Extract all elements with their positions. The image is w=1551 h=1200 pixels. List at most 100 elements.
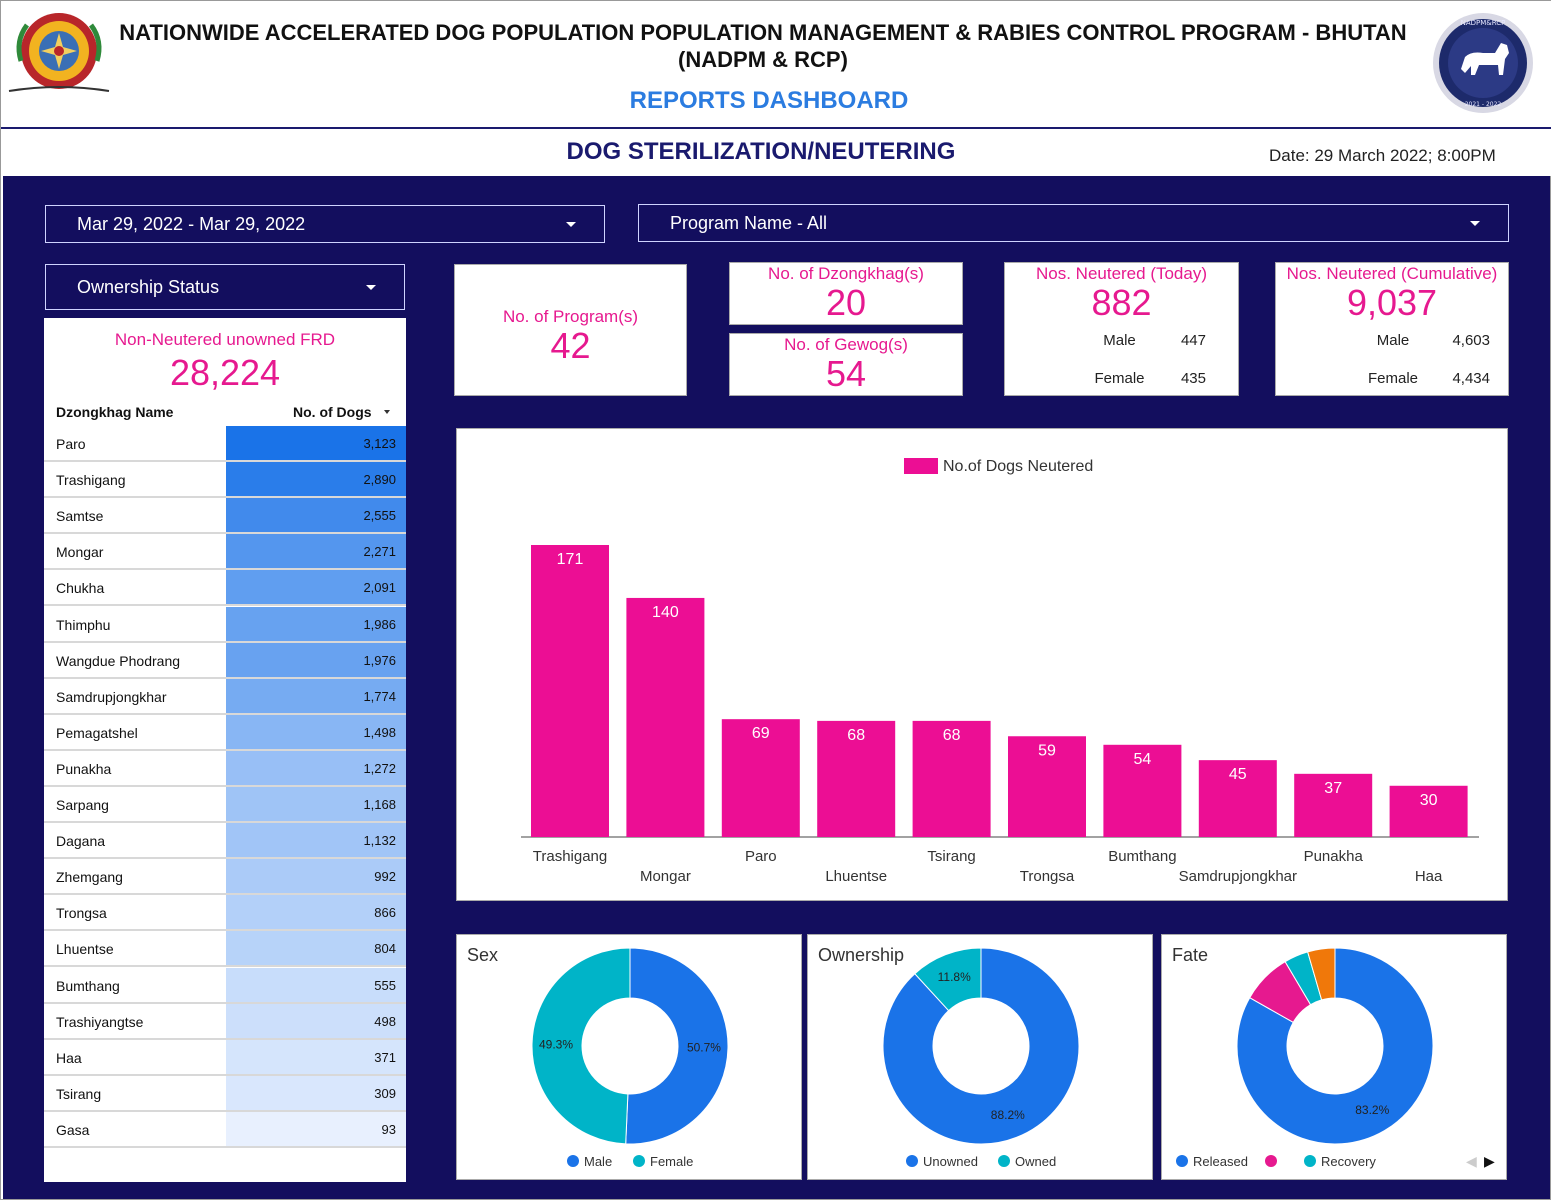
today-female-label: Female [1094, 370, 1145, 387]
pie-slice[interactable] [531, 947, 631, 1145]
table-row[interactable]: Trashiyangtse 498 [44, 1003, 406, 1040]
bar[interactable] [531, 545, 609, 837]
category-label: Samdrupjongkhar [1179, 868, 1297, 885]
table-row[interactable]: Zhemgang 992 [44, 859, 406, 896]
legend-next-icon[interactable]: ▶ [1484, 1153, 1495, 1169]
program-name-dropdown[interactable]: Program Name - All [638, 204, 1509, 242]
header-divider [1, 127, 1551, 129]
legend-dot [633, 1155, 645, 1167]
neutered-today-label: Nos. Neutered (Today) [1035, 264, 1208, 283]
caret-down-icon [366, 285, 376, 290]
ownership-status-value: Ownership Status [77, 277, 220, 297]
dzongkhag-name: Wangdue Phodrang [56, 652, 181, 669]
bar[interactable] [817, 720, 896, 837]
dog-count: 1,132 [363, 833, 396, 849]
table-row[interactable]: Dagana 1,132 [44, 823, 406, 860]
gewogs-card: No. of Gewog(s) 54 [729, 333, 963, 396]
neutered-today-value: 882 [1091, 282, 1152, 323]
dzongkhag-name: Paro [56, 436, 86, 452]
category-label: Punakha [1304, 848, 1364, 865]
date-range-dropdown[interactable]: Mar 29, 2022 - Mar 29, 2022 [45, 205, 605, 243]
bar[interactable] [721, 719, 800, 837]
heat-cell: 3,123 [226, 426, 406, 460]
legend-label: Recovery [1321, 1154, 1376, 1169]
dog-count: 1,774 [363, 688, 396, 704]
table-row[interactable]: Thimphu 1,986 [44, 606, 406, 643]
table-row[interactable]: Mongar 2,271 [44, 534, 406, 571]
bar-value-label: 54 [1134, 751, 1152, 768]
table-row[interactable]: Trashigang 2,890 [44, 462, 406, 499]
today-female-row: Female 435 [1033, 370, 1206, 387]
pie-pct-label: 11.8% [938, 970, 971, 984]
table-row[interactable]: Lhuentse 804 [44, 931, 406, 968]
ownership-pie-card: Ownership 88.2% 11.8% Unowned Owned [807, 934, 1153, 1180]
sex-pie-svg: 50.7% 49.3% Male Female [531, 947, 729, 1169]
legend-label: Female [650, 1154, 693, 1169]
legend-dot [567, 1155, 579, 1167]
table-row[interactable]: Tsirang 309 [44, 1075, 406, 1112]
table-label: Non-Neutered unowned FRD [114, 330, 336, 349]
dzongkhags-value: 20 [825, 282, 867, 323]
sort-desc-icon[interactable] [384, 410, 390, 414]
column-header-name[interactable]: Dzongkhag Name [56, 404, 174, 420]
pie-slice[interactable] [1307, 947, 1336, 1001]
legend-prev-icon[interactable]: ◀ [1466, 1153, 1477, 1169]
heat-cell: 866 [226, 895, 406, 930]
cumulative-male-value: 4,603 [1452, 332, 1490, 349]
bar[interactable] [912, 720, 991, 837]
bar[interactable] [626, 597, 705, 837]
bar[interactable] [1389, 785, 1468, 837]
category-label: Trongsa [1020, 868, 1075, 885]
table-row[interactable]: Wangdue Phodrang 1,976 [44, 642, 406, 679]
fate-pie-title: Fate [1172, 945, 1209, 965]
today-female-value: 435 [1180, 370, 1206, 387]
table-row[interactable]: Chukha 2,091 [44, 570, 406, 607]
bar[interactable] [1103, 744, 1182, 837]
ownership-status-dropdown[interactable]: Ownership Status [45, 264, 405, 310]
gewogs-value: 54 [825, 353, 867, 394]
pie-slice[interactable] [625, 947, 729, 1145]
caret-down-icon [566, 222, 576, 227]
badge-bottom-text: 2021 - 2022 [1465, 101, 1502, 108]
category-label: Bumthang [1108, 848, 1176, 865]
heat-cell: 1,498 [226, 714, 406, 749]
program-title: NATIONWIDE ACCELERATED DOG POPULATION PO… [119, 20, 1407, 45]
fate-pie-card: Fate 83.2% Released Recovery ◀ ▶ [1161, 934, 1507, 1180]
table-row[interactable]: Samtse 2,555 [44, 498, 406, 535]
table-row[interactable]: Haa 371 [44, 1039, 406, 1076]
table-row[interactable]: Sarpang 1,168 [44, 787, 406, 823]
table-row[interactable]: Pemagatshel 1,498 [44, 714, 406, 751]
table-row[interactable]: Samdrupjongkhar 1,774 [44, 678, 406, 715]
fate-pie-svg: 83.2% Released Recovery [1176, 947, 1434, 1169]
bar[interactable] [1294, 773, 1373, 837]
table-row[interactable]: Punakha 1,272 [44, 750, 406, 787]
bar[interactable] [1008, 736, 1086, 837]
heat-cell: 804 [226, 931, 406, 966]
heat-cell: 2,890 [226, 462, 406, 497]
table-row[interactable]: Gasa 93 [44, 1111, 406, 1148]
dzongkhag-name: Samdrupjongkhar [56, 688, 167, 705]
dzongkhag-table: Non-Neutered unowned FRD 28,224 Dzongkha… [44, 318, 406, 1182]
dzongkhags-label: No. of Dzongkhag(s) [768, 264, 924, 283]
column-header-value[interactable]: No. of Dogs [293, 404, 372, 420]
dog-count: 1,498 [363, 724, 396, 740]
bar-value-label: 68 [847, 727, 865, 744]
heat-cell: 1,132 [226, 823, 406, 858]
dzongkhags-card: No. of Dzongkhag(s) 20 [729, 262, 963, 325]
heat-cell: 371 [226, 1039, 406, 1074]
pie-slice[interactable] [914, 947, 982, 1012]
table-row[interactable]: Bumthang 555 [44, 967, 406, 1004]
table-row[interactable]: Trongsa 866 [44, 895, 406, 932]
dog-badge-icon: NADPM&RCP 2021 - 2022 [1433, 13, 1533, 113]
pie-slice[interactable] [882, 947, 1080, 1145]
sex-pie-card: Sex 50.7% 49.3% Male Female [456, 934, 802, 1180]
bar[interactable] [1198, 760, 1277, 837]
dzongkhag-name: Punakha [56, 760, 112, 777]
cumulative-female-value: 4,434 [1452, 370, 1490, 387]
neutered-today-card: Nos. Neutered (Today) 882 Male 447 Femal… [1004, 262, 1239, 396]
table-row[interactable]: Paro 3,123 [44, 426, 406, 462]
dog-count: 371 [374, 1049, 396, 1065]
reports-dashboard-title: REPORTS DASHBOARD [629, 87, 909, 114]
pie-slice[interactable] [1236, 947, 1434, 1145]
dog-count: 804 [374, 941, 396, 957]
